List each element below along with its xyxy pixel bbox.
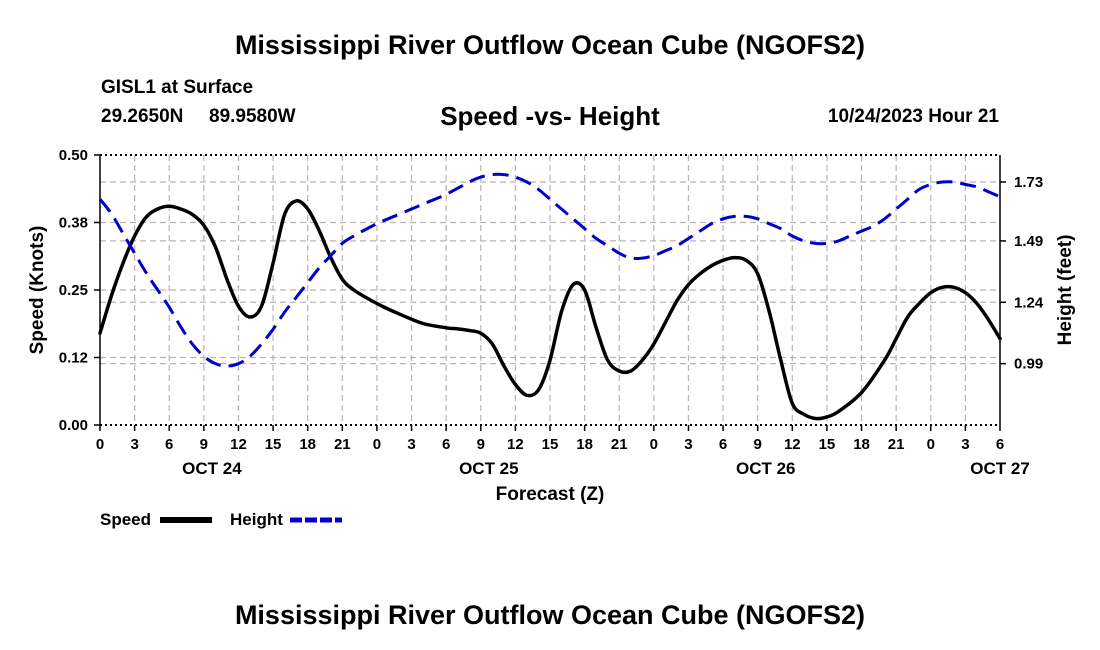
x-tick-label: 3 [961, 436, 969, 453]
x-tick-label: 12 [784, 436, 801, 453]
station-label: GISL1 at Surface [101, 77, 254, 98]
footer-title: Mississippi River Outflow Ocean Cube (NG… [234, 600, 866, 630]
x-tick-label: 0 [373, 436, 381, 453]
x-tick-label: 12 [230, 436, 247, 453]
x-tick-label: 0 [650, 436, 658, 453]
x-date-label: OCT 26 [736, 459, 796, 478]
x-tick-label: 18 [299, 436, 316, 453]
x-tick-label: 6 [165, 436, 173, 453]
y2-tick-label: 1.24 [1014, 294, 1044, 311]
x-tick-label: 21 [334, 436, 351, 453]
x-tick-label: 9 [754, 436, 762, 453]
x-date-label: OCT 27 [970, 459, 1030, 478]
x-tick-label: 18 [576, 436, 593, 453]
x-tick-label: 12 [507, 436, 524, 453]
x-tick-label: 6 [442, 436, 450, 453]
x-tick-label: 0 [927, 436, 935, 453]
x-tick-label: 15 [542, 436, 559, 453]
y-tick-label: 0.12 [59, 350, 88, 367]
x-tick-label: 6 [719, 436, 727, 453]
x-tick-label: 6 [996, 436, 1004, 453]
x-date-label: OCT 25 [459, 459, 519, 478]
y-tick-label: 0.25 [59, 282, 88, 299]
legend-label-speed: Speed [100, 510, 151, 529]
series-line-height [98, 172, 1001, 368]
x-tick-label: 15 [265, 436, 282, 453]
chart-title: Speed -vs- Height [440, 101, 660, 131]
latitude-label: 29.2650N [101, 106, 184, 127]
y-tick-label: 0.00 [59, 417, 88, 434]
y2-tick-label: 0.99 [1014, 356, 1043, 373]
x-date-label: OCT 24 [182, 459, 242, 478]
x-tick-label: 3 [684, 436, 692, 453]
x-tick-label: 15 [819, 436, 836, 453]
x-tick-label: 3 [130, 436, 138, 453]
x-tick-label: 9 [477, 436, 485, 453]
x-tick-label: 21 [888, 436, 905, 453]
x-axis-title: Forecast (Z) [496, 484, 605, 505]
y-tick-label: 0.38 [59, 215, 88, 232]
x-tick-label: 21 [611, 436, 628, 453]
y-axis-title: Speed (Knots) [27, 226, 48, 355]
y2-tick-label: 1.73 [1014, 174, 1043, 191]
y-tick-label: 0.50 [59, 147, 88, 164]
x-tick-label: 3 [407, 436, 415, 453]
y2-tick-label: 1.49 [1014, 233, 1043, 250]
series-line-speed [98, 199, 1002, 421]
y2-axis-title: Height (feet) [1055, 235, 1076, 346]
main-title: Mississippi River Outflow Ocean Cube (NG… [234, 30, 866, 60]
x-tick-label: 18 [853, 436, 870, 453]
x-tick-label: 9 [200, 436, 208, 453]
x-tick-label: 0 [96, 436, 104, 453]
longitude-label: 89.9580W [209, 106, 296, 127]
legend-label-height: Height [230, 510, 283, 529]
datetime-label: 10/24/2023 Hour 21 [827, 106, 999, 127]
